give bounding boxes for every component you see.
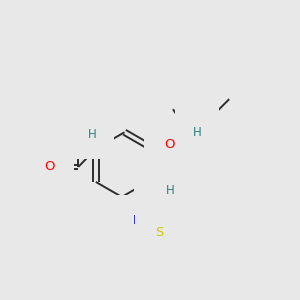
- Text: N: N: [75, 125, 85, 138]
- Text: H: H: [61, 128, 70, 141]
- Text: N: N: [154, 190, 163, 203]
- Text: N: N: [133, 214, 142, 227]
- Text: O: O: [44, 160, 54, 173]
- Text: H: H: [166, 184, 174, 196]
- Text: O: O: [164, 138, 174, 151]
- Text: H: H: [193, 126, 201, 139]
- Text: S: S: [155, 226, 164, 239]
- Text: N: N: [153, 249, 163, 262]
- Text: H: H: [88, 128, 97, 141]
